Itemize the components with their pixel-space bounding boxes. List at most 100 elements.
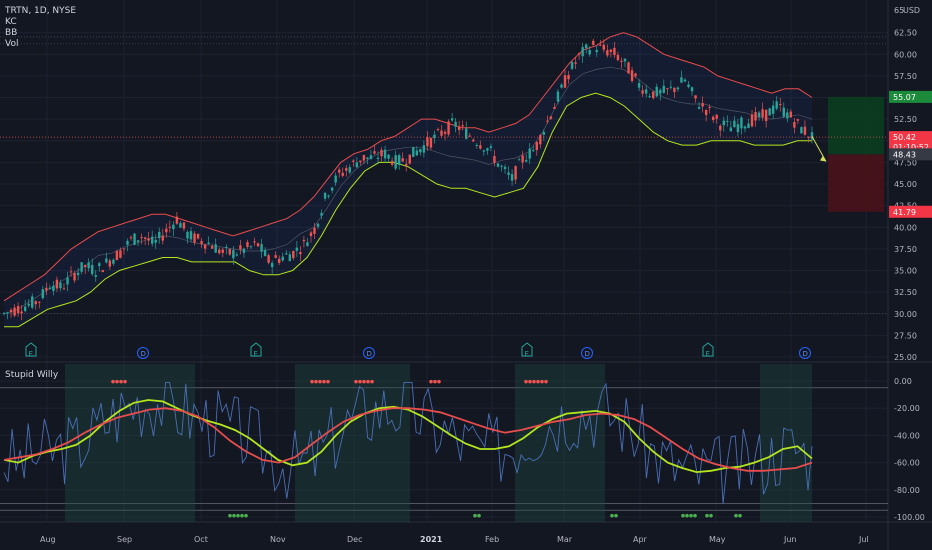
y-tick-label: 60.00 bbox=[894, 50, 917, 59]
indicator-vol[interactable]: Vol bbox=[5, 39, 19, 49]
oversold-dot bbox=[689, 513, 693, 518]
candle-body bbox=[669, 86, 673, 88]
candle-body bbox=[115, 251, 119, 261]
candle-body bbox=[193, 233, 196, 243]
x-tick-label: Jun bbox=[783, 535, 797, 544]
band-fill bbox=[4, 32, 812, 327]
candle-body bbox=[66, 277, 69, 285]
oversold-dot bbox=[236, 513, 240, 518]
candle-body bbox=[31, 296, 34, 308]
dividend-icon bbox=[799, 347, 811, 359]
stop-price-badge bbox=[889, 205, 932, 218]
candle-body bbox=[288, 254, 291, 262]
target-price-badge-text: 55.07 bbox=[893, 93, 916, 102]
candle-body bbox=[747, 123, 750, 129]
candle-body bbox=[207, 242, 210, 244]
event-marker: E bbox=[702, 342, 714, 358]
candle-body bbox=[694, 95, 697, 99]
currency-label: USD bbox=[903, 6, 921, 15]
candle-body bbox=[168, 226, 172, 228]
event-label: D bbox=[585, 350, 590, 358]
candle-body bbox=[267, 255, 270, 263]
candle-body bbox=[567, 75, 570, 80]
projection-arrowhead bbox=[820, 155, 826, 162]
candle-body bbox=[249, 246, 253, 248]
candle-body bbox=[697, 107, 701, 109]
entry-price-badge-text: 48.43 bbox=[893, 150, 916, 159]
candle-body bbox=[366, 157, 369, 159]
candle-body bbox=[52, 285, 55, 291]
candle-body bbox=[94, 275, 97, 277]
overbought-dot bbox=[354, 379, 358, 384]
overbought-dot bbox=[429, 379, 433, 384]
dividend-icon bbox=[363, 347, 375, 359]
indicator-kc[interactable]: KC bbox=[5, 17, 17, 27]
candle-body bbox=[475, 145, 479, 147]
event-label: E bbox=[29, 350, 33, 358]
event-marker: D bbox=[137, 347, 149, 359]
candle-body bbox=[796, 119, 800, 121]
candle-body bbox=[214, 244, 217, 253]
candle-body bbox=[2, 312, 6, 314]
candle-body bbox=[352, 160, 355, 162]
candle-body bbox=[281, 256, 284, 261]
x-tick-label: Jul bbox=[858, 535, 869, 544]
candle-body bbox=[553, 107, 556, 109]
candle-body bbox=[112, 259, 115, 264]
osc-tick-label: -20.00 bbox=[894, 404, 920, 413]
symbol-line[interactable]: TRTN, 1D, NYSE bbox=[5, 6, 77, 16]
candle-body bbox=[419, 149, 422, 153]
last-price-badge-text: 50.42 bbox=[893, 133, 916, 142]
candle-body bbox=[768, 108, 771, 116]
overbought-dot bbox=[370, 379, 374, 384]
candle-body bbox=[362, 154, 366, 161]
candle-body bbox=[20, 311, 23, 314]
candle-body bbox=[648, 96, 651, 98]
candle-body bbox=[330, 187, 334, 191]
candle-body bbox=[521, 155, 524, 163]
candle-body bbox=[771, 105, 775, 114]
candle-body bbox=[468, 135, 471, 137]
candle-body bbox=[539, 135, 542, 145]
candle-body bbox=[203, 244, 207, 249]
candle-body bbox=[69, 271, 73, 273]
candle-body bbox=[232, 250, 235, 259]
candle-body bbox=[246, 242, 249, 247]
candle-body bbox=[588, 49, 591, 55]
candle-body bbox=[461, 125, 464, 127]
candle-body bbox=[563, 75, 567, 88]
candle-body bbox=[644, 89, 648, 94]
indicator-bb[interactable]: BB bbox=[5, 28, 18, 38]
dividend-icon bbox=[581, 347, 593, 359]
oversold-dot bbox=[477, 513, 481, 518]
candle-body bbox=[140, 237, 143, 239]
willy-slow-line bbox=[3, 407, 813, 472]
y-tick-label: 40.00 bbox=[894, 223, 917, 232]
entry-price-badge bbox=[889, 148, 932, 161]
candle-body bbox=[708, 107, 711, 109]
candle-body bbox=[55, 279, 59, 289]
overbought-dot bbox=[544, 379, 548, 384]
candle-body bbox=[295, 247, 299, 251]
candle-body bbox=[736, 124, 740, 133]
candle-body bbox=[9, 309, 13, 313]
y-tick-label: 65 bbox=[894, 6, 904, 15]
candle-body bbox=[373, 151, 376, 154]
candle-body bbox=[426, 137, 429, 147]
overbought-dot bbox=[326, 379, 330, 384]
candle-body bbox=[415, 150, 419, 156]
oscillator-legend: Stupid Willy bbox=[5, 370, 58, 381]
y-tick-label: 35.00 bbox=[894, 267, 917, 276]
candle-body bbox=[757, 112, 761, 117]
earnings-icon bbox=[521, 342, 533, 357]
candle-body bbox=[517, 159, 521, 161]
candle-body bbox=[525, 159, 528, 162]
candle-body bbox=[479, 145, 482, 149]
candle-body bbox=[334, 175, 337, 183]
earnings-icon bbox=[702, 342, 714, 357]
candle-body bbox=[397, 155, 401, 165]
candle-body bbox=[743, 126, 747, 129]
oscillator-title[interactable]: Stupid Willy bbox=[5, 370, 59, 380]
osc-zone bbox=[65, 364, 195, 522]
loss-zone bbox=[828, 154, 884, 212]
